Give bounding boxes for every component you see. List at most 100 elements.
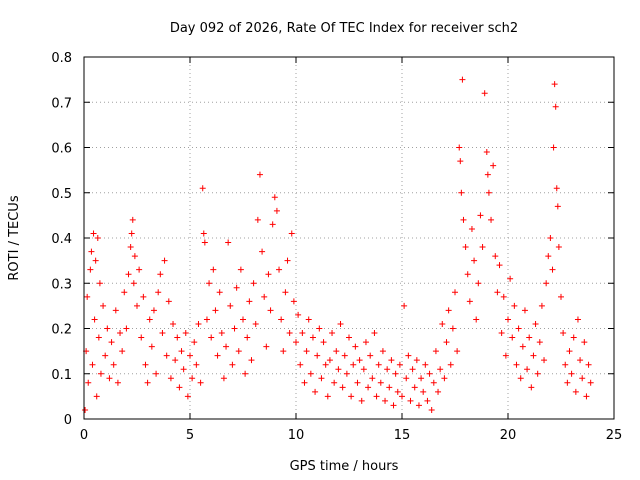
data-point bbox=[484, 171, 491, 178]
data-point bbox=[477, 212, 484, 219]
data-point bbox=[350, 361, 357, 368]
data-point bbox=[343, 370, 350, 377]
data-point bbox=[106, 375, 113, 382]
data-point bbox=[299, 330, 306, 337]
data-point bbox=[413, 357, 420, 364]
data-point bbox=[208, 334, 215, 341]
data-point bbox=[369, 375, 376, 382]
data-point bbox=[358, 397, 365, 404]
data-point bbox=[511, 302, 518, 309]
data-point bbox=[84, 293, 91, 300]
data-point bbox=[256, 171, 263, 178]
data-point bbox=[144, 379, 151, 386]
data-point bbox=[460, 216, 467, 223]
data-point bbox=[447, 361, 454, 368]
data-point bbox=[507, 275, 514, 282]
data-point bbox=[214, 352, 221, 359]
data-point bbox=[560, 330, 567, 337]
data-point bbox=[337, 320, 344, 327]
data-point bbox=[290, 298, 297, 305]
data-point bbox=[131, 253, 138, 260]
data-point bbox=[509, 334, 516, 341]
data-point bbox=[320, 339, 327, 346]
data-point bbox=[373, 393, 380, 400]
y-tick-label: 0 bbox=[64, 413, 72, 428]
data-point bbox=[551, 81, 558, 88]
data-point bbox=[91, 316, 98, 323]
data-point bbox=[100, 302, 107, 309]
data-point bbox=[528, 384, 535, 391]
data-point bbox=[441, 375, 448, 382]
data-point bbox=[167, 375, 174, 382]
data-point bbox=[488, 216, 495, 223]
data-point bbox=[515, 325, 522, 332]
data-point bbox=[426, 370, 433, 377]
data-point bbox=[136, 266, 143, 273]
data-point bbox=[549, 266, 556, 273]
data-point bbox=[102, 352, 109, 359]
data-point bbox=[333, 348, 340, 355]
data-point bbox=[252, 320, 259, 327]
data-point bbox=[407, 397, 414, 404]
x-tick-label: 25 bbox=[606, 428, 623, 443]
data-point bbox=[288, 230, 295, 237]
data-point bbox=[87, 266, 94, 273]
data-point bbox=[346, 334, 352, 341]
data-point bbox=[379, 348, 386, 355]
data-point bbox=[422, 361, 429, 368]
data-point bbox=[159, 330, 166, 337]
data-point bbox=[554, 203, 561, 210]
data-point bbox=[314, 352, 321, 359]
data-point bbox=[85, 379, 92, 386]
data-point bbox=[432, 348, 439, 355]
data-point bbox=[163, 352, 170, 359]
data-point bbox=[532, 320, 539, 327]
data-point bbox=[200, 230, 207, 237]
data-point bbox=[265, 271, 272, 278]
data-point bbox=[303, 348, 310, 355]
data-point bbox=[242, 370, 249, 377]
x-tick-label: 10 bbox=[288, 428, 305, 443]
data-point bbox=[331, 379, 338, 386]
data-point bbox=[424, 397, 431, 404]
data-point bbox=[439, 320, 446, 327]
data-point bbox=[206, 280, 213, 287]
data-point bbox=[458, 189, 465, 196]
data-point bbox=[235, 348, 242, 355]
data-point bbox=[452, 289, 458, 296]
data-point bbox=[96, 280, 103, 287]
data-point bbox=[479, 244, 486, 251]
data-point bbox=[570, 334, 577, 341]
data-point bbox=[246, 298, 253, 305]
data-point bbox=[585, 361, 592, 368]
data-point bbox=[530, 352, 537, 359]
data-point bbox=[545, 253, 552, 260]
data-point bbox=[95, 334, 102, 341]
data-point bbox=[367, 352, 374, 359]
data-point bbox=[250, 280, 257, 287]
data-point bbox=[371, 330, 378, 337]
data-point bbox=[150, 307, 157, 314]
data-point bbox=[104, 325, 111, 332]
data-point bbox=[220, 375, 227, 382]
data-point bbox=[392, 370, 399, 377]
data-point bbox=[468, 225, 475, 232]
data-point bbox=[88, 248, 95, 255]
data-point bbox=[210, 266, 217, 273]
chart-title: Day 092 of 2026, Rate Of TEC Index for r… bbox=[170, 21, 518, 36]
data-point bbox=[466, 298, 473, 305]
data-point bbox=[184, 393, 191, 400]
data-point bbox=[399, 393, 405, 400]
data-point bbox=[403, 375, 410, 382]
data-point bbox=[142, 361, 149, 368]
data-point bbox=[553, 185, 560, 192]
data-point bbox=[500, 293, 507, 300]
data-point bbox=[362, 339, 369, 346]
x-tick-label: 15 bbox=[394, 428, 411, 443]
data-point bbox=[519, 343, 526, 350]
data-point bbox=[278, 316, 285, 323]
data-points bbox=[82, 76, 594, 413]
data-point bbox=[182, 330, 189, 337]
data-point bbox=[550, 144, 557, 151]
